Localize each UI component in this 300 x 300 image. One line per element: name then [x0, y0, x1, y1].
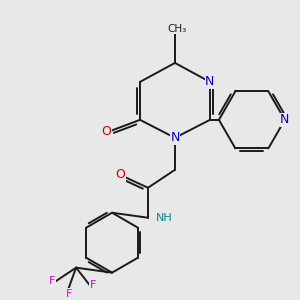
- Text: N: N: [280, 113, 289, 126]
- Text: F: F: [49, 276, 55, 286]
- Text: F: F: [90, 280, 96, 290]
- Text: N: N: [205, 75, 214, 88]
- Text: F: F: [66, 289, 72, 298]
- Text: CH₃: CH₃: [167, 24, 187, 34]
- Text: N: N: [170, 131, 180, 144]
- Text: O: O: [115, 168, 125, 181]
- Text: NH: NH: [156, 213, 173, 223]
- Text: O: O: [101, 125, 111, 138]
